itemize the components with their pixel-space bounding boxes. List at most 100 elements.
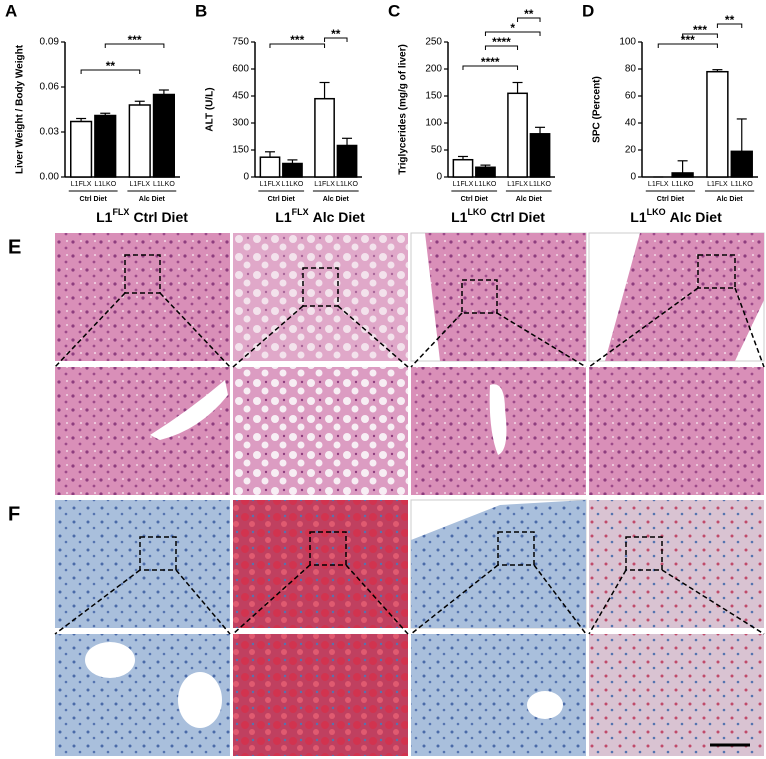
x-tick-label: L1FLX [314,181,335,188]
y-axis-label: Triglycerides (mg/g of liver) [398,44,409,175]
vessel [150,380,228,440]
significance-label: *** [128,33,142,47]
bar [336,144,358,178]
bar [152,93,176,178]
x-tick-label: L1LKO [94,181,116,188]
x-tick-label: L1FLX [507,181,528,188]
group-label: Alc Diet [717,196,744,203]
significance-bracket [80,69,141,74]
he-zoom [589,367,764,495]
he-overview [55,233,230,361]
histology: L1FLX Ctrl Diet L1FLX Alc Diet L1LKO Ctrl Die… [8,207,765,756]
y-tick-label: 0 [243,172,249,183]
panel-label: D [582,1,594,20]
y-tick-label: 40 [625,118,637,129]
header-sup: LKO [467,207,486,217]
x-tick-label: L1LKO [672,181,694,188]
he-zoom [233,367,408,495]
y-tick-label: 60 [625,91,637,102]
y-tick-label: 0 [436,172,442,183]
panel-label: B [195,1,207,20]
vessel [527,691,563,719]
y-axis-label: ALT (U/L) [205,87,216,131]
group-label: Ctrl Diet [461,196,489,203]
group-label: Alc Diet [139,196,166,203]
significance-bracket [682,33,718,38]
significance-bracket [269,43,326,48]
vessel [489,384,507,455]
significance-bracket [484,45,519,50]
x-tick-label: L1LKO [153,181,175,188]
y-tick-label: 100 [619,37,636,48]
he-overview [425,233,586,361]
significance-label: ** [106,59,116,73]
oro-overview [233,500,408,628]
x-tick-label: L1LKO [282,181,304,188]
panel-label: F [8,503,20,525]
he-zoom [55,367,230,495]
bar [314,97,335,178]
bar [94,114,117,178]
group-label: Alc Diet [323,196,350,203]
bar [730,150,753,178]
bar [452,158,474,178]
header-sup: FLX [112,207,129,217]
panel-label: A [5,1,17,20]
y-tick-label: 150 [425,91,442,102]
significance-label: *** [693,23,707,37]
vessel [85,642,135,678]
column-header: L1FLX Alc Diet [275,207,365,224]
bar [706,70,729,178]
significance-bracket [657,43,718,48]
significance-label: * [510,21,515,35]
oro-zoom [233,634,408,756]
significance-label: **** [492,35,511,49]
y-tick-label: 0.09 [40,37,60,48]
header-rest: Alc Diet [670,209,722,225]
x-tick-label: L1LKO [475,181,497,188]
bar [529,133,551,178]
significance-label: ** [725,13,735,27]
bar [259,156,281,178]
x-tick-label: L1FLX [648,181,669,188]
column-header: L1LKO Ctrl Diet [451,207,545,224]
significance-label: *** [681,33,695,47]
bar [671,172,694,178]
significance-label: *** [290,33,304,47]
y-tick-label: 20 [625,145,637,156]
y-tick-label: 300 [232,118,249,129]
y-tick-label: 0.06 [40,82,60,93]
x-tick-label: L1FLX [260,181,281,188]
significance-bracket [517,17,541,22]
y-axis-label: SPC (Percent) [592,76,603,143]
x-tick-label: L1LKO [529,181,551,188]
he-overview [233,233,408,361]
bar [282,162,303,178]
header-sup: FLX [292,207,309,217]
header-rest: Alc Diet [313,209,365,225]
header-sup: LKO [647,207,666,217]
y-tick-label: 80 [625,64,637,75]
group-label: Ctrl Diet [80,196,108,203]
y-tick-label: 100 [425,118,442,129]
header-base: L1 [451,209,468,225]
panel-label: E [8,236,21,258]
significance-bracket [484,31,541,36]
y-tick-label: 200 [425,64,442,75]
x-tick-label: L1FLX [707,181,728,188]
vessel [178,672,222,728]
header-base: L1 [630,209,647,225]
group-label: Ctrl Diet [657,196,685,203]
significance-bracket [104,43,165,48]
header-base: L1 [275,209,292,225]
y-tick-label: 450 [232,91,249,102]
bar [128,104,151,178]
bar [507,92,528,178]
bar [475,166,496,178]
y-tick-label: 50 [431,145,443,156]
x-tick-label: L1FLX [71,181,92,188]
x-tick-label: L1LKO [336,181,358,188]
significance-bracket [324,37,348,42]
charts: A Liver Weight / Body Weight 0.00 0.03 0.06 0… [5,1,758,203]
significance-bracket [462,65,519,70]
